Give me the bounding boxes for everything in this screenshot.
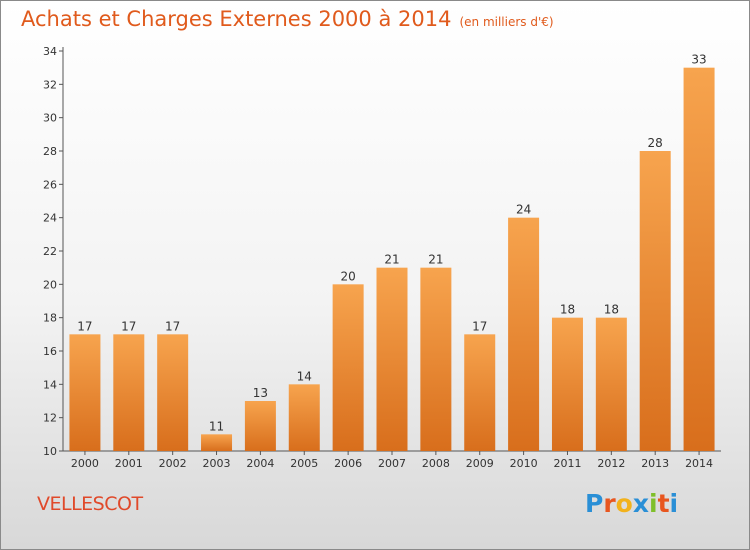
data-label: 17 <box>165 319 180 333</box>
y-tick-label: 12 <box>43 412 57 425</box>
data-label: 21 <box>428 253 443 267</box>
data-label: 17 <box>472 319 487 333</box>
chart-title: Achats et Charges Externes 2000 à 2014 <box>21 7 452 31</box>
bar <box>244 401 276 451</box>
data-label: 24 <box>516 203 531 217</box>
y-tick-label: 18 <box>43 312 57 325</box>
bar <box>508 217 540 451</box>
logo-letter: r <box>603 489 616 518</box>
data-label: 28 <box>648 136 663 150</box>
bar <box>201 434 233 451</box>
logo-letter: i <box>649 489 658 518</box>
logo-letter: x <box>632 489 649 518</box>
bar <box>376 267 408 451</box>
data-label: 20 <box>340 269 355 283</box>
bar <box>113 334 145 451</box>
proxiti-logo[interactable]: Proxiti <box>585 489 678 518</box>
x-tick-label: 2008 <box>422 457 450 470</box>
commune-name: VELLESCOT <box>37 493 143 515</box>
data-label: 11 <box>209 419 224 433</box>
logo-letter: P <box>585 489 604 518</box>
bar <box>683 67 715 452</box>
bar <box>639 151 671 451</box>
x-tick-label: 2009 <box>466 457 494 470</box>
bar-layer <box>69 67 715 452</box>
x-tick-label: 2003 <box>203 457 231 470</box>
bar <box>332 284 364 451</box>
data-label: 33 <box>691 53 706 67</box>
x-tick-label: 2010 <box>510 457 538 470</box>
data-label: 14 <box>297 369 312 383</box>
y-tick-label: 22 <box>43 245 57 258</box>
data-label: 18 <box>560 303 575 317</box>
data-label: 21 <box>384 253 399 267</box>
y-tick-label: 24 <box>43 212 57 225</box>
x-tick-label: 2001 <box>115 457 143 470</box>
y-tick-label: 16 <box>43 345 57 358</box>
x-tick-label: 2006 <box>334 457 362 470</box>
x-tick-label: 2002 <box>159 457 187 470</box>
data-label: 18 <box>604 303 619 317</box>
x-tick-label: 2012 <box>597 457 625 470</box>
x-tick-label: 2014 <box>685 457 713 470</box>
y-tick-label: 14 <box>43 378 57 391</box>
x-tick-label: 2013 <box>641 457 669 470</box>
bar <box>464 334 496 451</box>
y-tick-label: 32 <box>43 78 57 91</box>
x-tick-label: 2011 <box>553 457 581 470</box>
bar <box>420 267 452 451</box>
bar <box>551 317 583 451</box>
x-tick-label: 2004 <box>246 457 274 470</box>
data-label: 17 <box>77 319 92 333</box>
bar <box>288 384 320 451</box>
x-tick-label: 2000 <box>71 457 99 470</box>
axis-layer: 10 12 14 16 18 20 22 24 26 28 30 32 34 <box>43 45 721 458</box>
y-tick-label: 34 <box>43 45 57 58</box>
bar <box>157 334 189 451</box>
data-label: 17 <box>121 319 136 333</box>
logo-letter: o <box>615 489 633 518</box>
y-tick-label: 28 <box>43 145 57 158</box>
x-tick-label: 2007 <box>378 457 406 470</box>
bar <box>595 317 627 451</box>
bar <box>69 334 101 451</box>
chart-unit: (en milliers d'€) <box>459 15 554 29</box>
y-tick-label: 26 <box>43 178 57 191</box>
y-tick-label: 30 <box>43 112 57 125</box>
data-label: 13 <box>253 386 268 400</box>
y-tick-label: 20 <box>43 278 57 291</box>
logo-letter: t <box>657 489 670 518</box>
y-tick-label: 10 <box>43 445 57 458</box>
x-tick-label: 2005 <box>290 457 318 470</box>
label-layer: 17 2000 17 2001 17 2002 11 2003 13 2004 14 2005 20 20… <box>71 53 713 470</box>
chart-title-block: Achats et Charges Externes 2000 à 2014 (e… <box>21 7 554 31</box>
logo-letter: i <box>669 489 679 518</box>
